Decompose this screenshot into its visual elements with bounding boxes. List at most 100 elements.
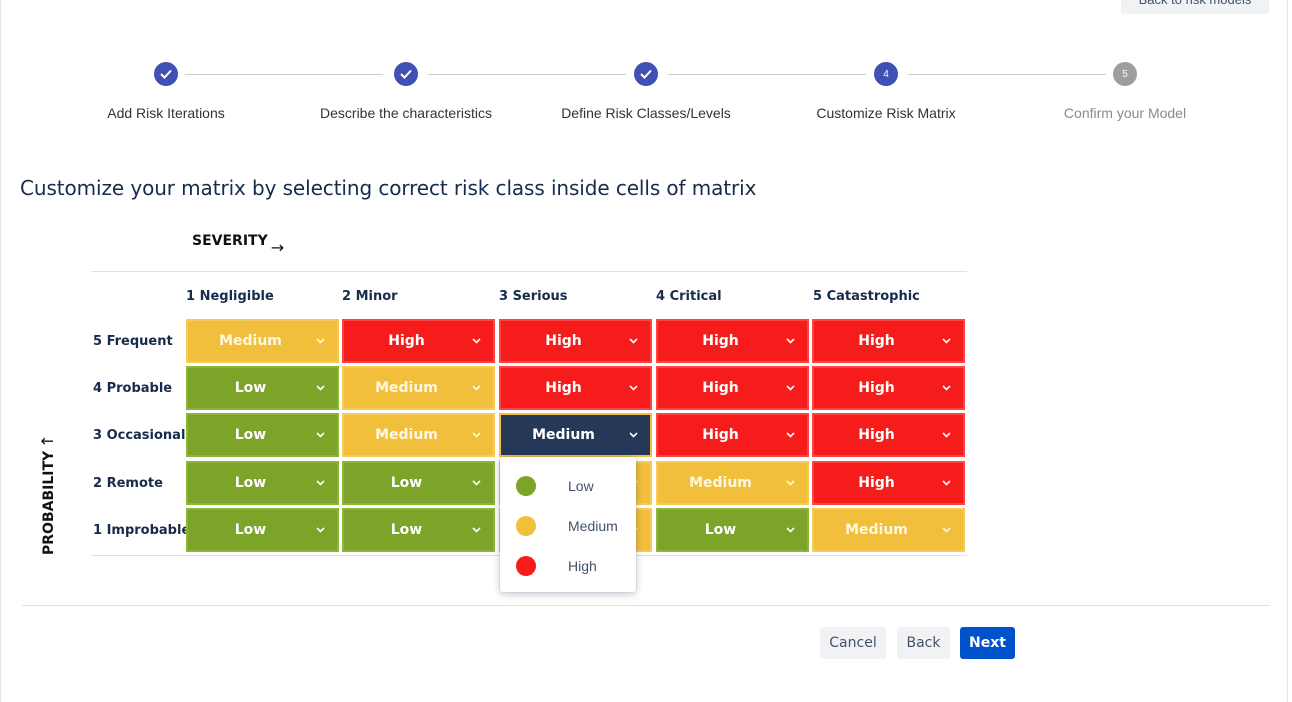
risk-cell-select[interactable]: Low	[342, 508, 495, 552]
risk-cell-select[interactable]: High	[656, 366, 809, 410]
risk-cell-select[interactable]: High	[499, 366, 652, 410]
chevron-down-icon	[773, 336, 807, 347]
risk-cell-select[interactable]: Medium	[812, 508, 965, 552]
risk-cell-value: Medium	[532, 427, 595, 443]
risk-cell-value: Medium	[375, 427, 438, 443]
risk-class-dropdown-menu: Low Medium High	[500, 457, 636, 592]
risk-cell-select[interactable]: High	[812, 413, 965, 457]
risk-cell-value: Medium	[845, 522, 908, 538]
back-to-risk-models-button[interactable]: Back to risk models	[1121, 0, 1269, 14]
step-number: 5	[1113, 62, 1137, 86]
risk-cell-select[interactable]: Low	[186, 413, 339, 457]
risk-cell-select[interactable]: High	[656, 319, 809, 363]
risk-cell-value: High	[388, 333, 425, 349]
step-add-risk-iterations[interactable]: Add Risk Iterations	[66, 62, 266, 121]
cancel-button[interactable]: Cancel	[820, 627, 886, 659]
chevron-down-icon	[929, 336, 963, 347]
chevron-down-icon	[616, 383, 650, 394]
risk-cell-select[interactable]: Medium	[342, 366, 495, 410]
severity-axis-label: SEVERITY →	[192, 230, 284, 257]
step-describe-characteristics[interactable]: Describe the characteristics	[306, 62, 506, 121]
circle-icon	[516, 556, 536, 576]
step-customize-risk-matrix[interactable]: 4 Customize Risk Matrix	[786, 62, 986, 121]
risk-cell-value: Low	[234, 380, 267, 396]
chevron-down-icon	[929, 430, 963, 441]
chevron-down-icon	[459, 478, 493, 489]
risk-cell-select[interactable]: Medium	[656, 461, 809, 505]
step-define-risk-classes[interactable]: Define Risk Classes/Levels	[546, 62, 746, 121]
chevron-down-icon	[929, 478, 963, 489]
risk-cell-value: Low	[234, 427, 267, 443]
chevron-down-icon	[459, 383, 493, 394]
step-confirm-model: 5 Confirm your Model	[1025, 62, 1225, 121]
step-connector	[428, 74, 626, 75]
row-header: 1 Improbable	[93, 523, 191, 538]
risk-cell-select[interactable]: High	[812, 461, 965, 505]
option-label: Low	[568, 478, 594, 494]
risk-cell-select[interactable]: Low	[186, 461, 339, 505]
chevron-down-icon	[616, 336, 650, 347]
risk-cell-value: High	[702, 380, 739, 396]
risk-cell-value: High	[858, 427, 895, 443]
chevron-down-icon	[773, 383, 807, 394]
dropdown-option-high[interactable]: High	[500, 546, 636, 586]
risk-cell-select[interactable]: Low	[342, 461, 495, 505]
back-button[interactable]: Back	[897, 627, 950, 659]
risk-cell-select[interactable]: Medium	[186, 319, 339, 363]
risk-cell-value: High	[858, 380, 895, 396]
risk-cell-value: High	[858, 475, 895, 491]
dropdown-option-medium[interactable]: Medium	[500, 506, 636, 546]
risk-cell-select[interactable]: High	[499, 319, 652, 363]
chevron-down-icon	[303, 336, 337, 347]
column-header: 3 Serious	[499, 289, 568, 304]
column-header: 1 Negligible	[186, 289, 274, 304]
step-label: Describe the characteristics	[320, 105, 492, 121]
arrow-up-icon: ↑	[38, 434, 57, 448]
chevron-down-icon	[459, 336, 493, 347]
step-label: Customize Risk Matrix	[816, 105, 956, 121]
risk-cell-value: High	[545, 380, 582, 396]
arrow-right-icon: →	[270, 238, 285, 257]
circle-icon	[516, 476, 536, 496]
next-button[interactable]: Next	[960, 627, 1015, 659]
risk-cell-select[interactable]: High	[342, 319, 495, 363]
risk-cell-select[interactable]: High	[656, 413, 809, 457]
risk-cell-value: Low	[390, 475, 423, 491]
row-header: 4 Probable	[93, 381, 173, 396]
chevron-down-icon	[303, 383, 337, 394]
chevron-down-icon	[773, 525, 807, 536]
risk-cell-value: Medium	[689, 475, 752, 491]
chevron-down-icon	[773, 478, 807, 489]
check-icon	[394, 62, 418, 86]
step-connector	[908, 74, 1106, 75]
row-header: 5 Frequent	[93, 334, 173, 349]
column-header: 5 Catastrophic	[813, 289, 920, 304]
severity-label-text: SEVERITY	[192, 233, 268, 249]
risk-cell-value: High	[545, 333, 582, 349]
dropdown-option-low[interactable]: Low	[500, 466, 636, 506]
page-title: Customize your matrix by selecting corre…	[20, 176, 757, 200]
chevron-down-icon	[459, 430, 493, 441]
risk-cell-value: High	[858, 333, 895, 349]
chevron-down-icon	[303, 478, 337, 489]
chevron-down-icon	[773, 430, 807, 441]
risk-cell-select[interactable]: Medium	[499, 413, 652, 457]
chevron-down-icon	[303, 525, 337, 536]
check-icon	[634, 62, 658, 86]
footer-divider	[22, 605, 1270, 606]
step-label: Confirm your Model	[1063, 105, 1187, 121]
risk-cell-select[interactable]: Medium	[342, 413, 495, 457]
risk-cell-value: Low	[234, 522, 267, 538]
risk-cell-value: Low	[234, 475, 267, 491]
risk-cell-select[interactable]: High	[812, 366, 965, 410]
chevron-down-icon	[459, 525, 493, 536]
risk-cell-select[interactable]: Low	[186, 366, 339, 410]
probability-axis-label: PROBABILITY ↑	[38, 434, 57, 555]
risk-cell-select[interactable]: High	[812, 319, 965, 363]
chevron-down-icon	[929, 525, 963, 536]
risk-cell-select[interactable]: Low	[656, 508, 809, 552]
row-header: 2 Remote	[93, 476, 163, 491]
risk-cell-select[interactable]: Low	[186, 508, 339, 552]
row-header: 3 Occasional	[93, 428, 186, 443]
